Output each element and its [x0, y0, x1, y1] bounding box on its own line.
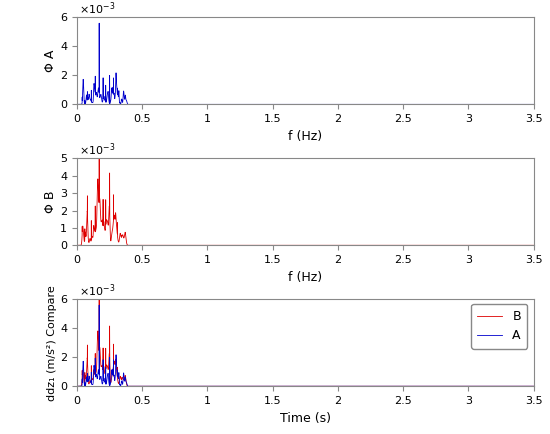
A	[449, 384, 456, 389]
X-axis label: f (Hz): f (Hz)	[288, 130, 322, 143]
A	[74, 384, 80, 389]
B	[415, 384, 421, 389]
B	[74, 384, 80, 389]
A	[146, 384, 152, 389]
A	[96, 302, 102, 308]
X-axis label: f (Hz): f (Hz)	[288, 270, 322, 283]
Y-axis label: ddz₁ (m/s²) Compare: ddz₁ (m/s²) Compare	[47, 285, 57, 401]
Y-axis label: Φ A: Φ A	[45, 49, 57, 72]
X-axis label: Time (s): Time (s)	[280, 411, 331, 424]
A	[530, 384, 537, 389]
B	[96, 283, 102, 288]
Text: $\times10^{-3}$: $\times10^{-3}$	[79, 142, 116, 158]
B	[371, 384, 377, 389]
Y-axis label: Φ B: Φ B	[45, 191, 57, 213]
B	[156, 384, 163, 389]
A	[348, 384, 354, 389]
Line: A: A	[77, 305, 534, 386]
A	[415, 384, 421, 389]
Legend: B, A: B, A	[471, 304, 527, 349]
B	[348, 384, 354, 389]
Line: B: B	[77, 286, 534, 386]
B	[248, 384, 255, 389]
Text: $\times10^{-3}$: $\times10^{-3}$	[79, 283, 116, 299]
A	[157, 384, 163, 389]
A	[248, 384, 255, 389]
B	[157, 384, 163, 389]
B	[449, 384, 456, 389]
A	[371, 384, 377, 389]
Text: $\times10^{-3}$: $\times10^{-3}$	[79, 1, 116, 17]
B	[530, 384, 537, 389]
